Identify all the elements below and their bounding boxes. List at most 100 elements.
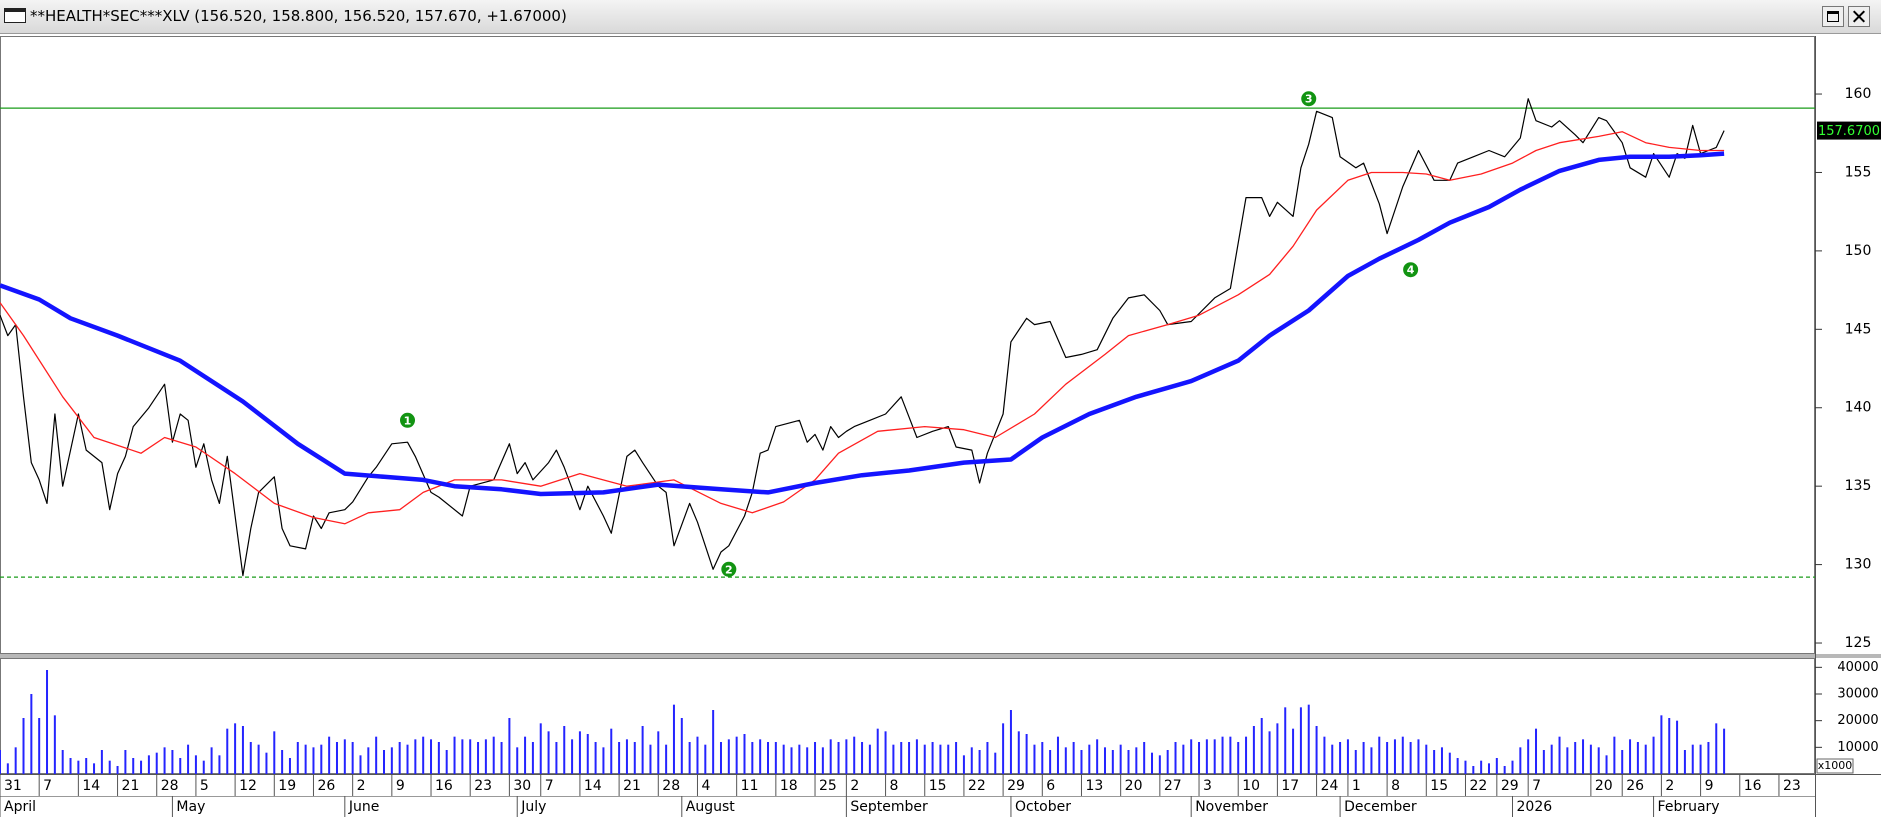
volume-bar [1315,726,1318,774]
x-tick-label: 7 [545,778,554,794]
volume-bar [1229,736,1232,774]
volume-bar [288,758,291,774]
volume-bar [1002,723,1005,774]
volume-bar [1511,760,1514,774]
y-tick-label: 160 [1845,86,1872,102]
volume-bar [1691,744,1694,774]
volume-bar [618,742,621,774]
volume-bar [1033,744,1036,774]
volume-bar [900,742,903,774]
volume-bar [978,750,981,774]
volume-bar [1605,755,1608,774]
volume-bar [571,739,574,774]
volume-bar [179,758,182,774]
unit-box [1816,758,1854,774]
volume-bar [1574,742,1577,774]
volume-bar [947,744,950,774]
volume-bar [1433,750,1436,774]
volume-bar [1292,728,1295,774]
volume-bar [367,747,370,774]
volume-bar [1425,744,1428,774]
volume-bar [414,739,417,774]
x-tick-label: 26 [317,778,335,794]
y-tick-label: 150 [1845,243,1872,259]
x-tick-label: 3 [1203,778,1212,794]
volume-bar [124,750,127,774]
month-label: June [348,799,380,815]
volume-bar [531,742,534,774]
window-title: **HEALTH*SEC***XLV (156.520, 158.800, 15… [30,7,567,25]
volume-bar [696,736,699,774]
volume-bar [500,742,503,774]
annotation-label: 3 [1305,93,1313,106]
volume-bar [210,747,213,774]
volume-bar [970,747,973,774]
volume-bar [1103,747,1106,774]
volume-bar [923,744,926,774]
volume-bar [837,742,840,774]
close-button[interactable] [1848,6,1870,27]
maximize-button[interactable] [1822,6,1844,27]
price-panel-frame [0,36,1815,654]
volume-bar [798,744,801,774]
volume-bar [1245,736,1248,774]
volume-bar [14,747,17,774]
volume-bar [1260,718,1263,774]
volume-bar [1495,758,1498,774]
volume-bar [398,742,401,774]
title-bar: **HEALTH*SEC***XLV (156.520, 158.800, 15… [0,0,1881,34]
volume-bar [1472,766,1475,774]
y-tick-label: 155 [1845,164,1872,180]
volume-bar [680,718,683,774]
x-tick-label: 17 [1281,778,1299,794]
volume-bar [116,766,119,774]
annotation-label: 4 [1407,264,1415,277]
volume-bar [304,744,307,774]
x-tick-label: 30 [513,778,531,794]
volume-bar [861,742,864,774]
volume-bar [1699,744,1702,774]
x-tick-label: 2 [850,778,859,794]
volume-bar [469,739,472,774]
month-label: July [520,799,546,815]
volume-bar [1143,742,1146,774]
volume-bar [516,747,519,774]
volume-bar [430,739,433,774]
volume-bar [1339,742,1342,774]
volume-bar [962,755,965,774]
volume-bar [484,739,487,774]
volume-bar [1025,734,1028,774]
x-tick-label: 22 [1469,778,1487,794]
volume-bar [735,736,738,774]
volume-bar [814,742,817,774]
volume-bar [712,710,715,774]
volume-bar [1041,742,1044,774]
month-label: April [4,799,36,815]
annotation-marker [1301,91,1317,107]
volume-bar [657,731,660,774]
volume-bar [422,736,425,774]
volume-bar [249,742,252,774]
volume-bar [892,744,895,774]
price-line [0,98,1725,577]
x-tick-label: 11 [741,778,759,794]
volume-bar [257,744,260,774]
y-tick-label: 140 [1845,400,1872,416]
y-tick-label: 30000 [1837,687,1878,702]
volume-bar [406,744,409,774]
volume-bar [312,747,315,774]
volume-bar [38,718,41,774]
volume-bar [85,758,88,774]
volume-bar [955,742,958,774]
x-tick-label: 10 [1242,778,1260,794]
volume-bar [1566,747,1569,774]
volume-bar [1723,728,1726,774]
volume-bar [1056,736,1059,774]
volume-bar [1550,744,1553,774]
volume-bar [218,755,221,774]
volume-bar [6,763,9,774]
month-label: May [176,799,205,815]
chart: 1251301351401451501551601234157.67001000… [0,36,1881,817]
x-tick-label: 9 [1705,778,1714,794]
volume-bar [1613,736,1616,774]
